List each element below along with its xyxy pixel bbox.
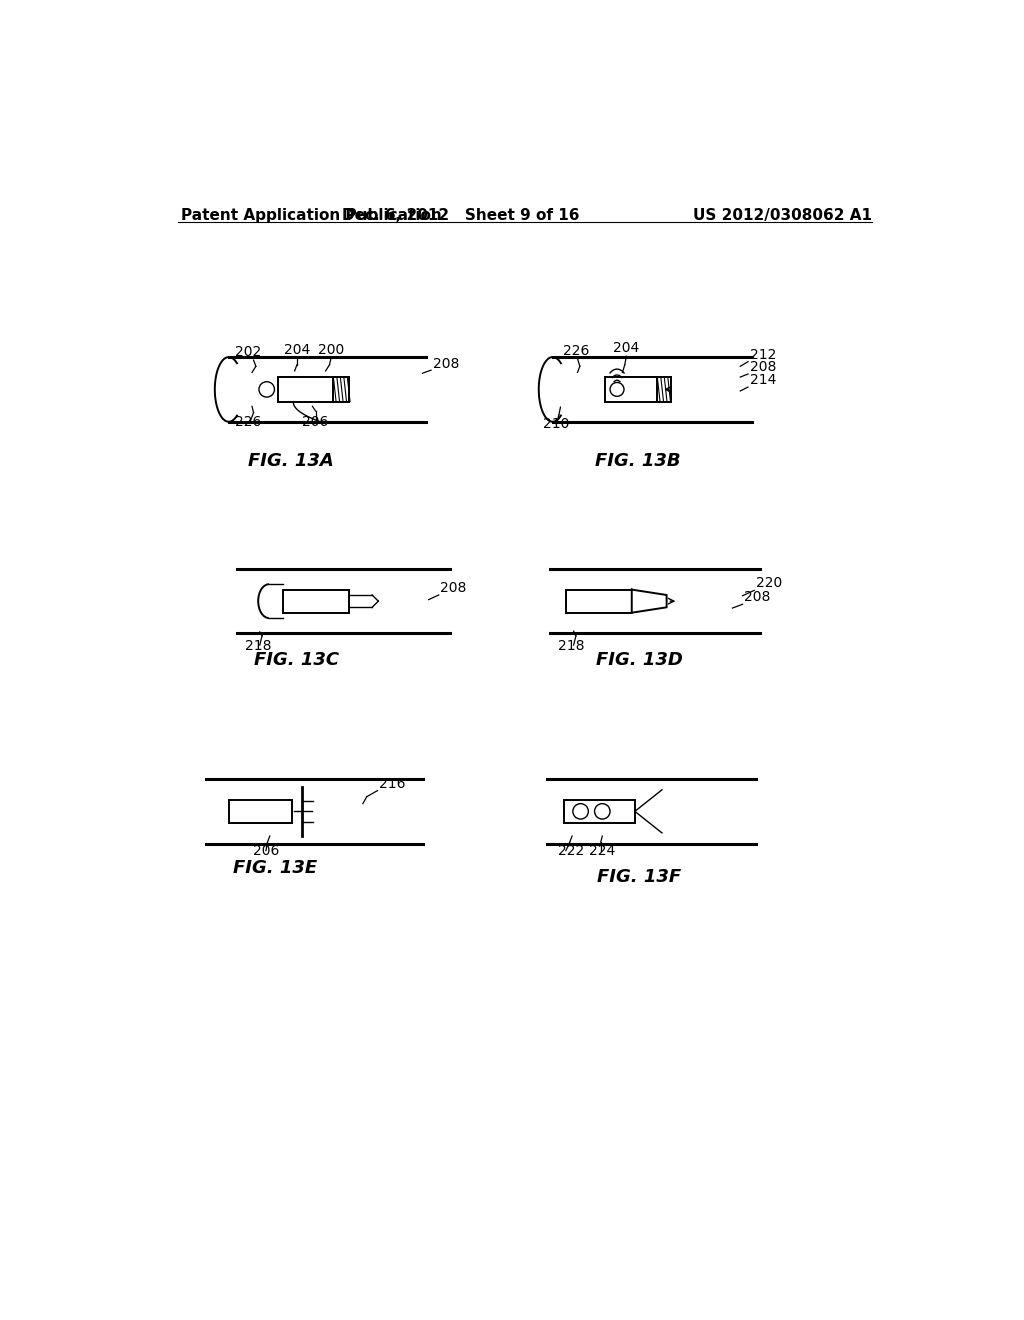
- Text: 210: 210: [544, 417, 569, 430]
- Text: Dec. 6, 2012   Sheet 9 of 16: Dec. 6, 2012 Sheet 9 of 16: [342, 209, 580, 223]
- Text: FIG. 13B: FIG. 13B: [595, 453, 681, 470]
- Text: FIG. 13C: FIG. 13C: [254, 651, 340, 669]
- Circle shape: [572, 804, 589, 818]
- Text: 224: 224: [589, 845, 615, 858]
- Bar: [563, 800, 635, 822]
- Text: 226: 226: [234, 414, 261, 429]
- Text: 222: 222: [558, 845, 585, 858]
- Text: 216: 216: [379, 777, 406, 791]
- Text: 220: 220: [756, 577, 782, 590]
- Text: 206: 206: [302, 414, 329, 429]
- Circle shape: [610, 383, 624, 396]
- Bar: [278, 378, 334, 401]
- Text: 204: 204: [284, 343, 310, 356]
- Circle shape: [595, 804, 610, 818]
- Text: Patent Application Publication: Patent Application Publication: [180, 209, 441, 223]
- Bar: [604, 378, 657, 401]
- Text: 218: 218: [558, 639, 585, 652]
- Text: 212: 212: [750, 347, 776, 362]
- Text: 200: 200: [317, 343, 344, 356]
- Text: 226: 226: [563, 343, 589, 358]
- Text: 218: 218: [245, 639, 271, 652]
- Text: 204: 204: [613, 342, 639, 355]
- Text: 206: 206: [253, 845, 280, 858]
- Circle shape: [259, 381, 274, 397]
- Text: 208: 208: [432, 356, 459, 371]
- Text: 208: 208: [750, 360, 776, 374]
- Text: 202: 202: [234, 346, 261, 359]
- Polygon shape: [632, 590, 667, 612]
- Bar: [228, 800, 292, 822]
- Text: FIG. 13A: FIG. 13A: [248, 453, 334, 470]
- Text: 214: 214: [750, 374, 776, 387]
- Text: FIG. 13E: FIG. 13E: [233, 859, 317, 876]
- Text: US 2012/0308062 A1: US 2012/0308062 A1: [693, 209, 872, 223]
- Bar: [283, 590, 349, 612]
- Text: 208: 208: [744, 590, 770, 605]
- Text: FIG. 13F: FIG. 13F: [597, 869, 682, 886]
- Bar: [566, 590, 632, 612]
- Text: FIG. 13D: FIG. 13D: [596, 651, 683, 669]
- Text: 208: 208: [440, 581, 467, 595]
